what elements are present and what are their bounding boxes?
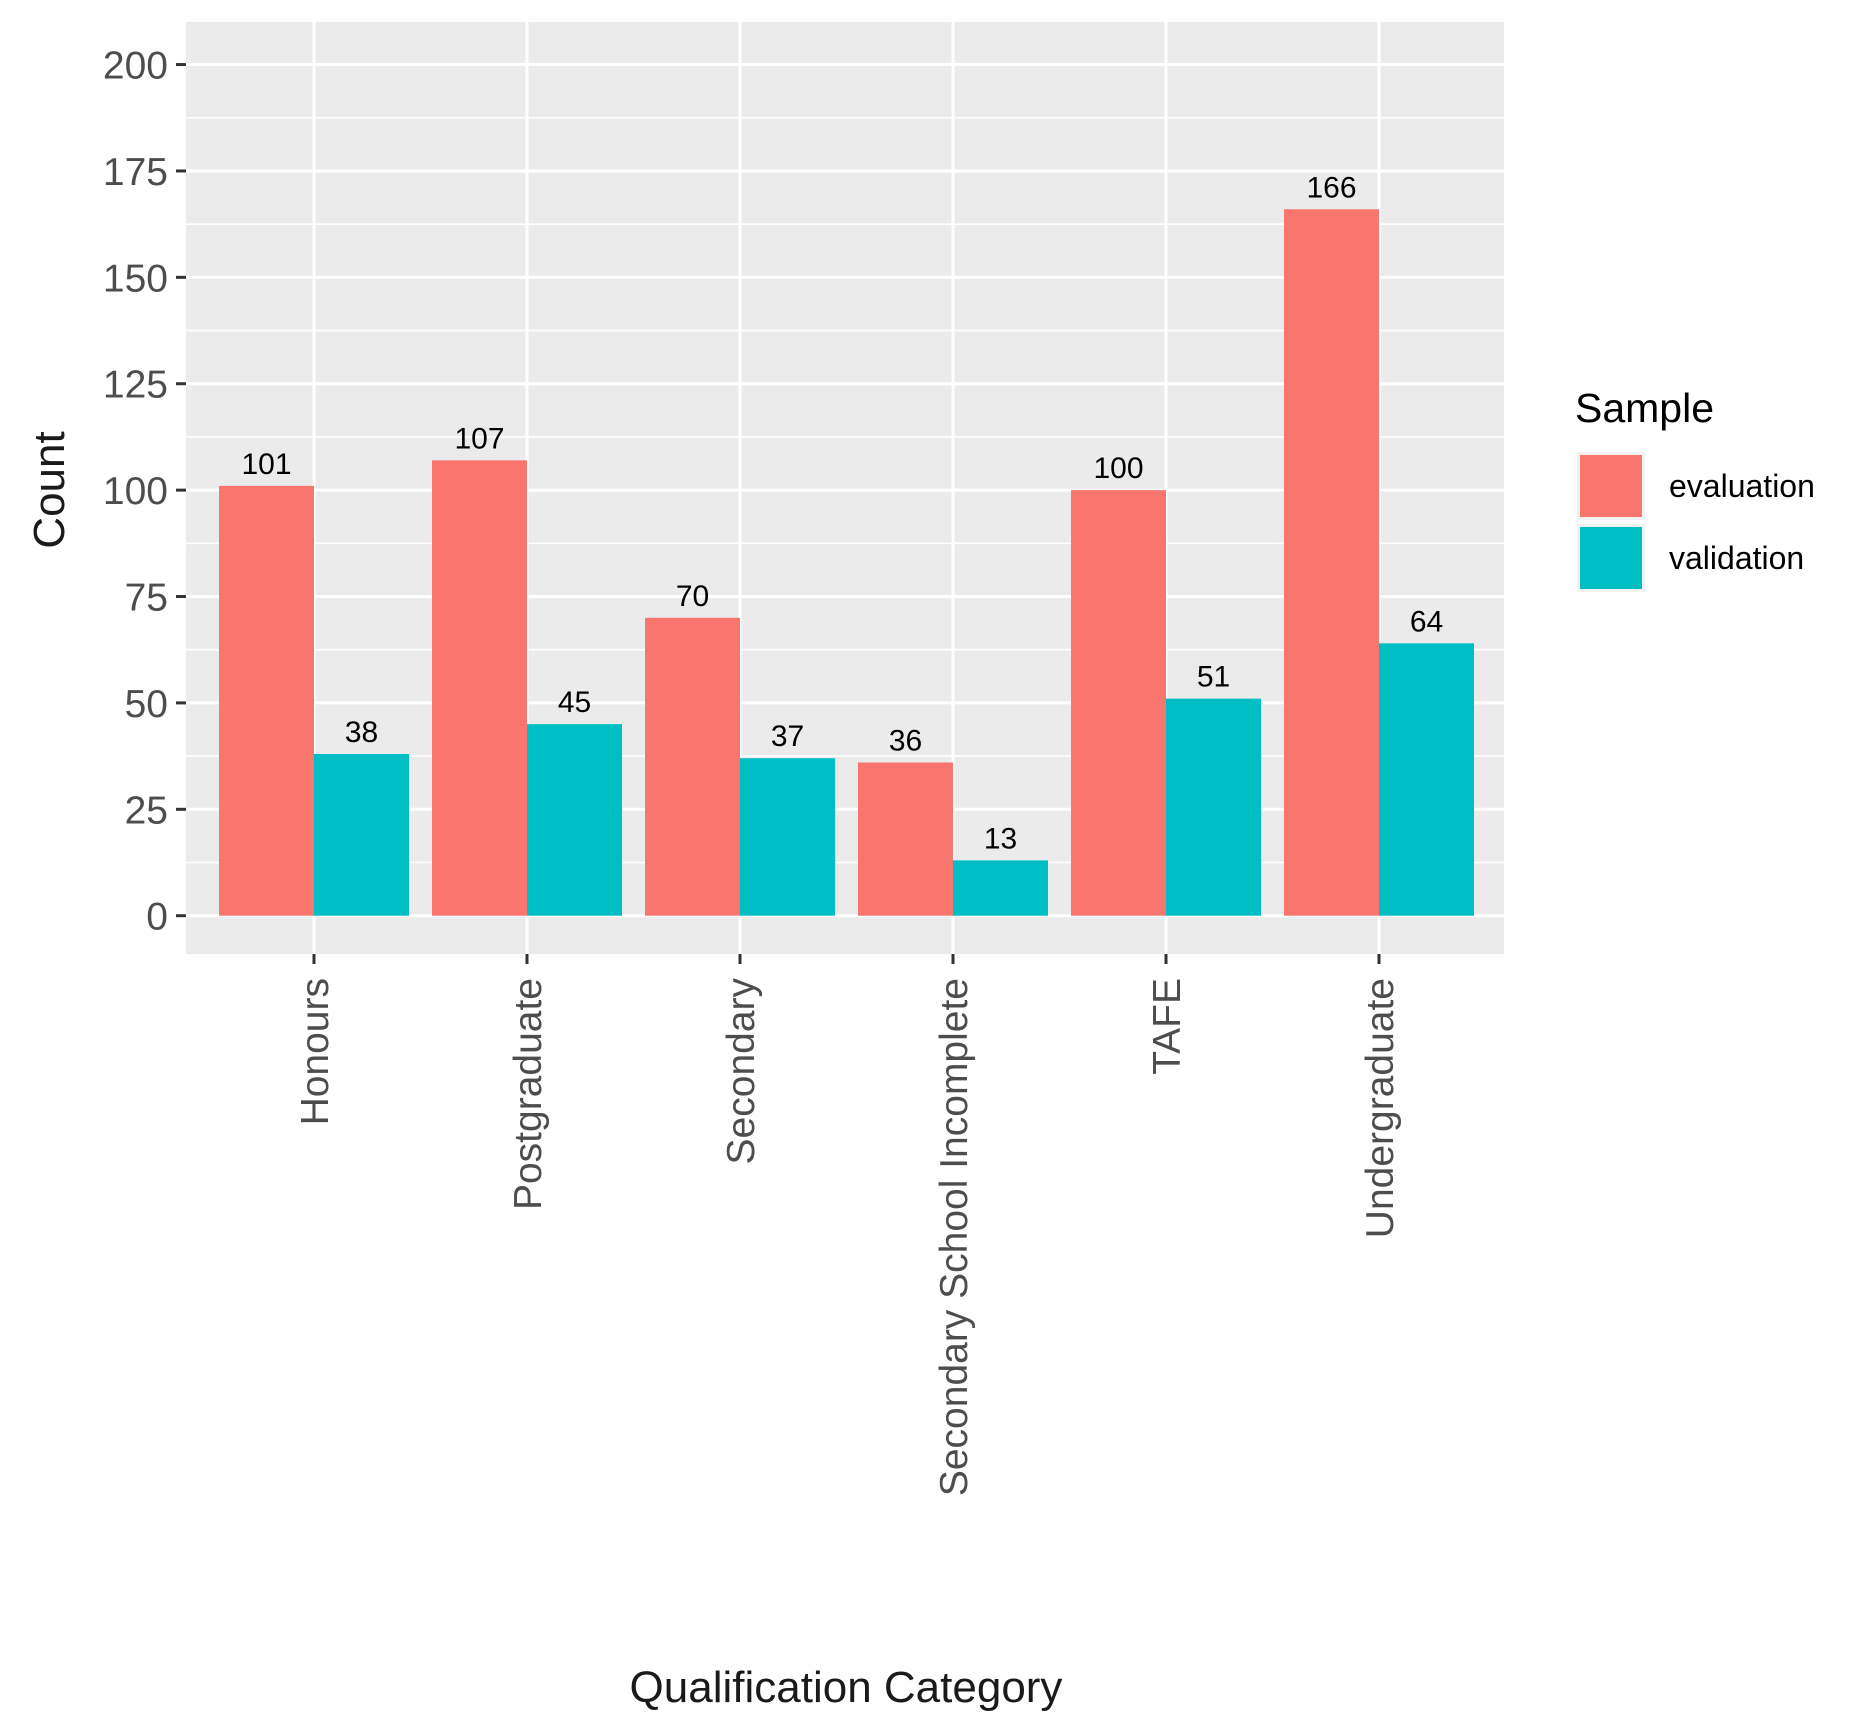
x-tick-label: Secondary [720,978,763,1165]
bar-validation [1166,698,1261,916]
x-tick-label: TAFE [1146,978,1189,1075]
bar-evaluation [219,485,314,916]
y-axis: 0 25 50 75 100 125 150 175 200 [103,45,186,939]
data-label-evaluation: 70 [676,580,709,613]
legend-key-validation [1580,527,1642,589]
data-label-evaluation: 101 [241,448,291,481]
x-axis-title: Qualification Category [630,1663,1063,1712]
bar-validation [1379,643,1474,916]
bar-validation [314,753,409,916]
bar-validation [527,724,622,916]
data-label-validation: 13 [984,822,1017,855]
legend-items: evaluation validation [1577,452,1815,592]
data-label-validation: 51 [1197,661,1230,694]
data-labels: 101 38 107 45 70 37 36 13 100 51 166 64 [241,171,1443,855]
data-label-validation: 38 [345,716,378,749]
legend-label-evaluation: evaluation [1669,468,1815,504]
x-axis: Honours Postgraduate Secondary Secondary Sc… [294,954,1402,1496]
y-tick-label: 25 [125,789,168,832]
bars [219,209,1474,916]
legend-key-evaluation [1580,455,1642,517]
y-tick-label: 175 [103,151,168,194]
data-label-evaluation: 166 [1306,171,1356,204]
y-tick-label: 200 [103,45,168,88]
bar-evaluation [645,617,740,916]
bar-evaluation [1284,209,1379,916]
x-tick-label: Postgraduate [507,978,550,1210]
y-tick-label: 50 [125,683,168,726]
x-tick-label: Undergraduate [1359,978,1402,1238]
bar-validation [740,758,835,916]
y-tick-label: 150 [103,257,168,300]
legend-label-validation: validation [1669,540,1804,576]
y-tick-label: 0 [146,896,168,939]
x-tick-label: Secondary School Incomplete [933,978,976,1496]
legend: Sample evaluation validation [1575,385,1815,592]
y-tick-label: 75 [125,577,168,620]
data-label-evaluation: 100 [1093,452,1143,485]
y-tick-label: 125 [103,364,168,407]
x-tick-label: Honours [294,978,337,1125]
data-label-validation: 64 [1410,605,1443,638]
legend-title: Sample [1575,385,1714,431]
bar-evaluation [858,762,953,916]
data-label-evaluation: 107 [454,422,504,455]
bar-validation [953,860,1048,916]
data-label-validation: 37 [771,720,804,753]
data-label-evaluation: 36 [889,724,922,757]
y-tick-label: 100 [103,470,168,513]
data-label-validation: 45 [558,686,591,719]
bar-evaluation [432,460,527,916]
bar-evaluation [1071,490,1166,916]
y-axis-title: Count [25,431,74,548]
